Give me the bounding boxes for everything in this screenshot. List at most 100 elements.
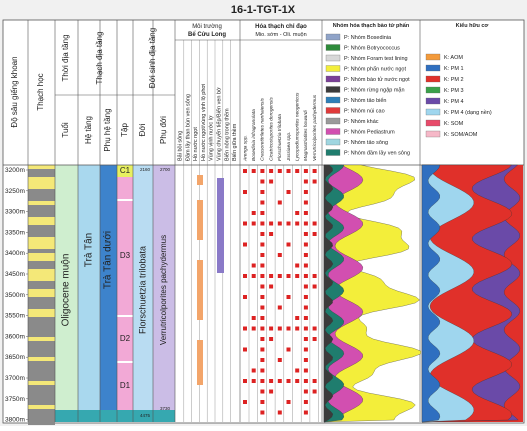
lithology-band	[28, 237, 55, 241]
fossil-marker	[260, 368, 265, 373]
header: Đới sinh địa tầng	[148, 28, 157, 88]
lithology-band	[28, 245, 55, 249]
lithology-band	[28, 293, 55, 297]
lithology-band	[28, 309, 55, 313]
env-label: Hồ nước ngọt/vùng vịnh lộ phơi	[201, 84, 207, 161]
fossil-marker	[312, 337, 317, 341]
lithology-band	[28, 277, 55, 281]
fossil-marker	[303, 284, 308, 289]
species-label: Crassoretitriletes nanhaiensis	[260, 97, 266, 161]
legend-label: P: Nhóm tảo biển	[344, 97, 387, 104]
small-label: 3730	[160, 406, 171, 411]
fossil-marker	[260, 326, 265, 331]
lithology-band	[28, 257, 55, 261]
kerogen-area	[421, 164, 441, 423]
legend-swatch	[325, 138, 341, 146]
fossil-marker	[312, 389, 317, 394]
legend-swatch	[325, 33, 341, 41]
lithology-band	[28, 381, 55, 385]
fossil-marker	[260, 358, 265, 362]
fossil-marker	[303, 211, 308, 215]
fossil-marker	[251, 274, 256, 278]
lithology-band	[28, 193, 55, 197]
lithology-band	[28, 401, 55, 405]
fossil-marker	[303, 400, 308, 404]
fossil-marker	[312, 274, 317, 278]
legend-swatch	[425, 53, 441, 61]
species-label: Florschuetzia trilobata	[277, 114, 283, 161]
lithology-band	[28, 341, 55, 345]
lithology-band	[28, 301, 55, 305]
fossil-marker	[243, 379, 247, 383]
fossil-marker	[260, 263, 265, 268]
unit-label: Oligocene muộn	[61, 254, 72, 327]
unit-fill	[78, 165, 100, 422]
lithology-band	[28, 189, 55, 193]
fossil-marker	[260, 410, 265, 415]
lithology-band	[28, 329, 55, 333]
lithology-band	[28, 185, 55, 189]
fossil-marker	[277, 169, 282, 173]
lithology-band	[28, 361, 55, 365]
legend-label: P: Nhóm khác	[344, 119, 379, 125]
small-label: 2160	[140, 167, 151, 172]
legend-swatch	[325, 75, 341, 83]
fossil-marker	[295, 316, 300, 320]
lithology-band	[28, 317, 55, 321]
depth-label: 3650m	[5, 354, 25, 361]
depth-label: 3550m	[5, 313, 25, 320]
legend-label: P: Nhóm đầm lầy ven sông	[344, 151, 410, 157]
lithology-band	[28, 169, 55, 173]
legend-label: P: Nhóm núi cao	[344, 109, 385, 115]
legend-swatch	[425, 86, 441, 94]
depth-label: 3200m	[5, 167, 25, 174]
fossil-marker	[295, 211, 300, 215]
fossil-marker	[295, 379, 300, 383]
lithology-band	[28, 229, 55, 233]
header: Mio. sớm - Oli. muộn	[255, 32, 306, 38]
species-label: Lycopodiumsporites neogenicus	[294, 92, 300, 161]
base-strip	[55, 410, 175, 422]
header: Đới	[138, 123, 147, 136]
header: Độ sâu giếng khoan	[10, 56, 19, 127]
fossil-marker	[251, 263, 256, 268]
lithology-band	[28, 409, 55, 413]
lithology-band	[28, 201, 55, 205]
lithology-band	[28, 197, 55, 201]
set-label: D2	[120, 334, 131, 343]
header: Phụ đới	[159, 116, 168, 144]
fossil-marker	[260, 211, 265, 215]
legend-label: K: SOM	[444, 121, 464, 127]
fossil-marker	[260, 337, 265, 341]
title: 16-1-TGT-1X	[231, 4, 296, 16]
fossil-marker	[295, 368, 300, 373]
lithology-band	[28, 281, 55, 285]
lithology-band	[28, 313, 55, 317]
legend-swatch	[325, 107, 341, 114]
env-label: Đầm lầy than bùn ven sông	[185, 94, 191, 161]
depth-label: 3750m	[5, 396, 25, 403]
env-bar	[197, 340, 203, 385]
fossil-marker	[286, 242, 291, 247]
legend-label: P: Nhóm Foram test lining	[344, 56, 408, 62]
lithology-band	[28, 173, 55, 177]
fossil-marker	[260, 179, 265, 184]
legend-swatch	[425, 97, 441, 105]
header: Tập	[120, 123, 129, 137]
fossil-marker	[303, 389, 308, 394]
fossil-marker	[260, 190, 265, 194]
unit-label: Trà Tân dưới	[103, 231, 114, 289]
env-bar	[217, 178, 224, 273]
fossil-marker	[312, 284, 317, 289]
header: Nhóm hóa thạch bào tử phấn	[333, 22, 410, 29]
species-label: Jussiaea spp.	[286, 132, 292, 162]
lithology-band	[28, 349, 55, 353]
legend-swatch	[325, 54, 341, 62]
fossil-marker	[269, 274, 274, 278]
fossil-marker	[277, 358, 282, 362]
fossil-marker	[269, 169, 274, 173]
fossil-marker	[277, 221, 282, 226]
fossil-marker	[286, 190, 291, 194]
fossil-marker	[260, 253, 265, 257]
lithology-band	[28, 353, 55, 357]
